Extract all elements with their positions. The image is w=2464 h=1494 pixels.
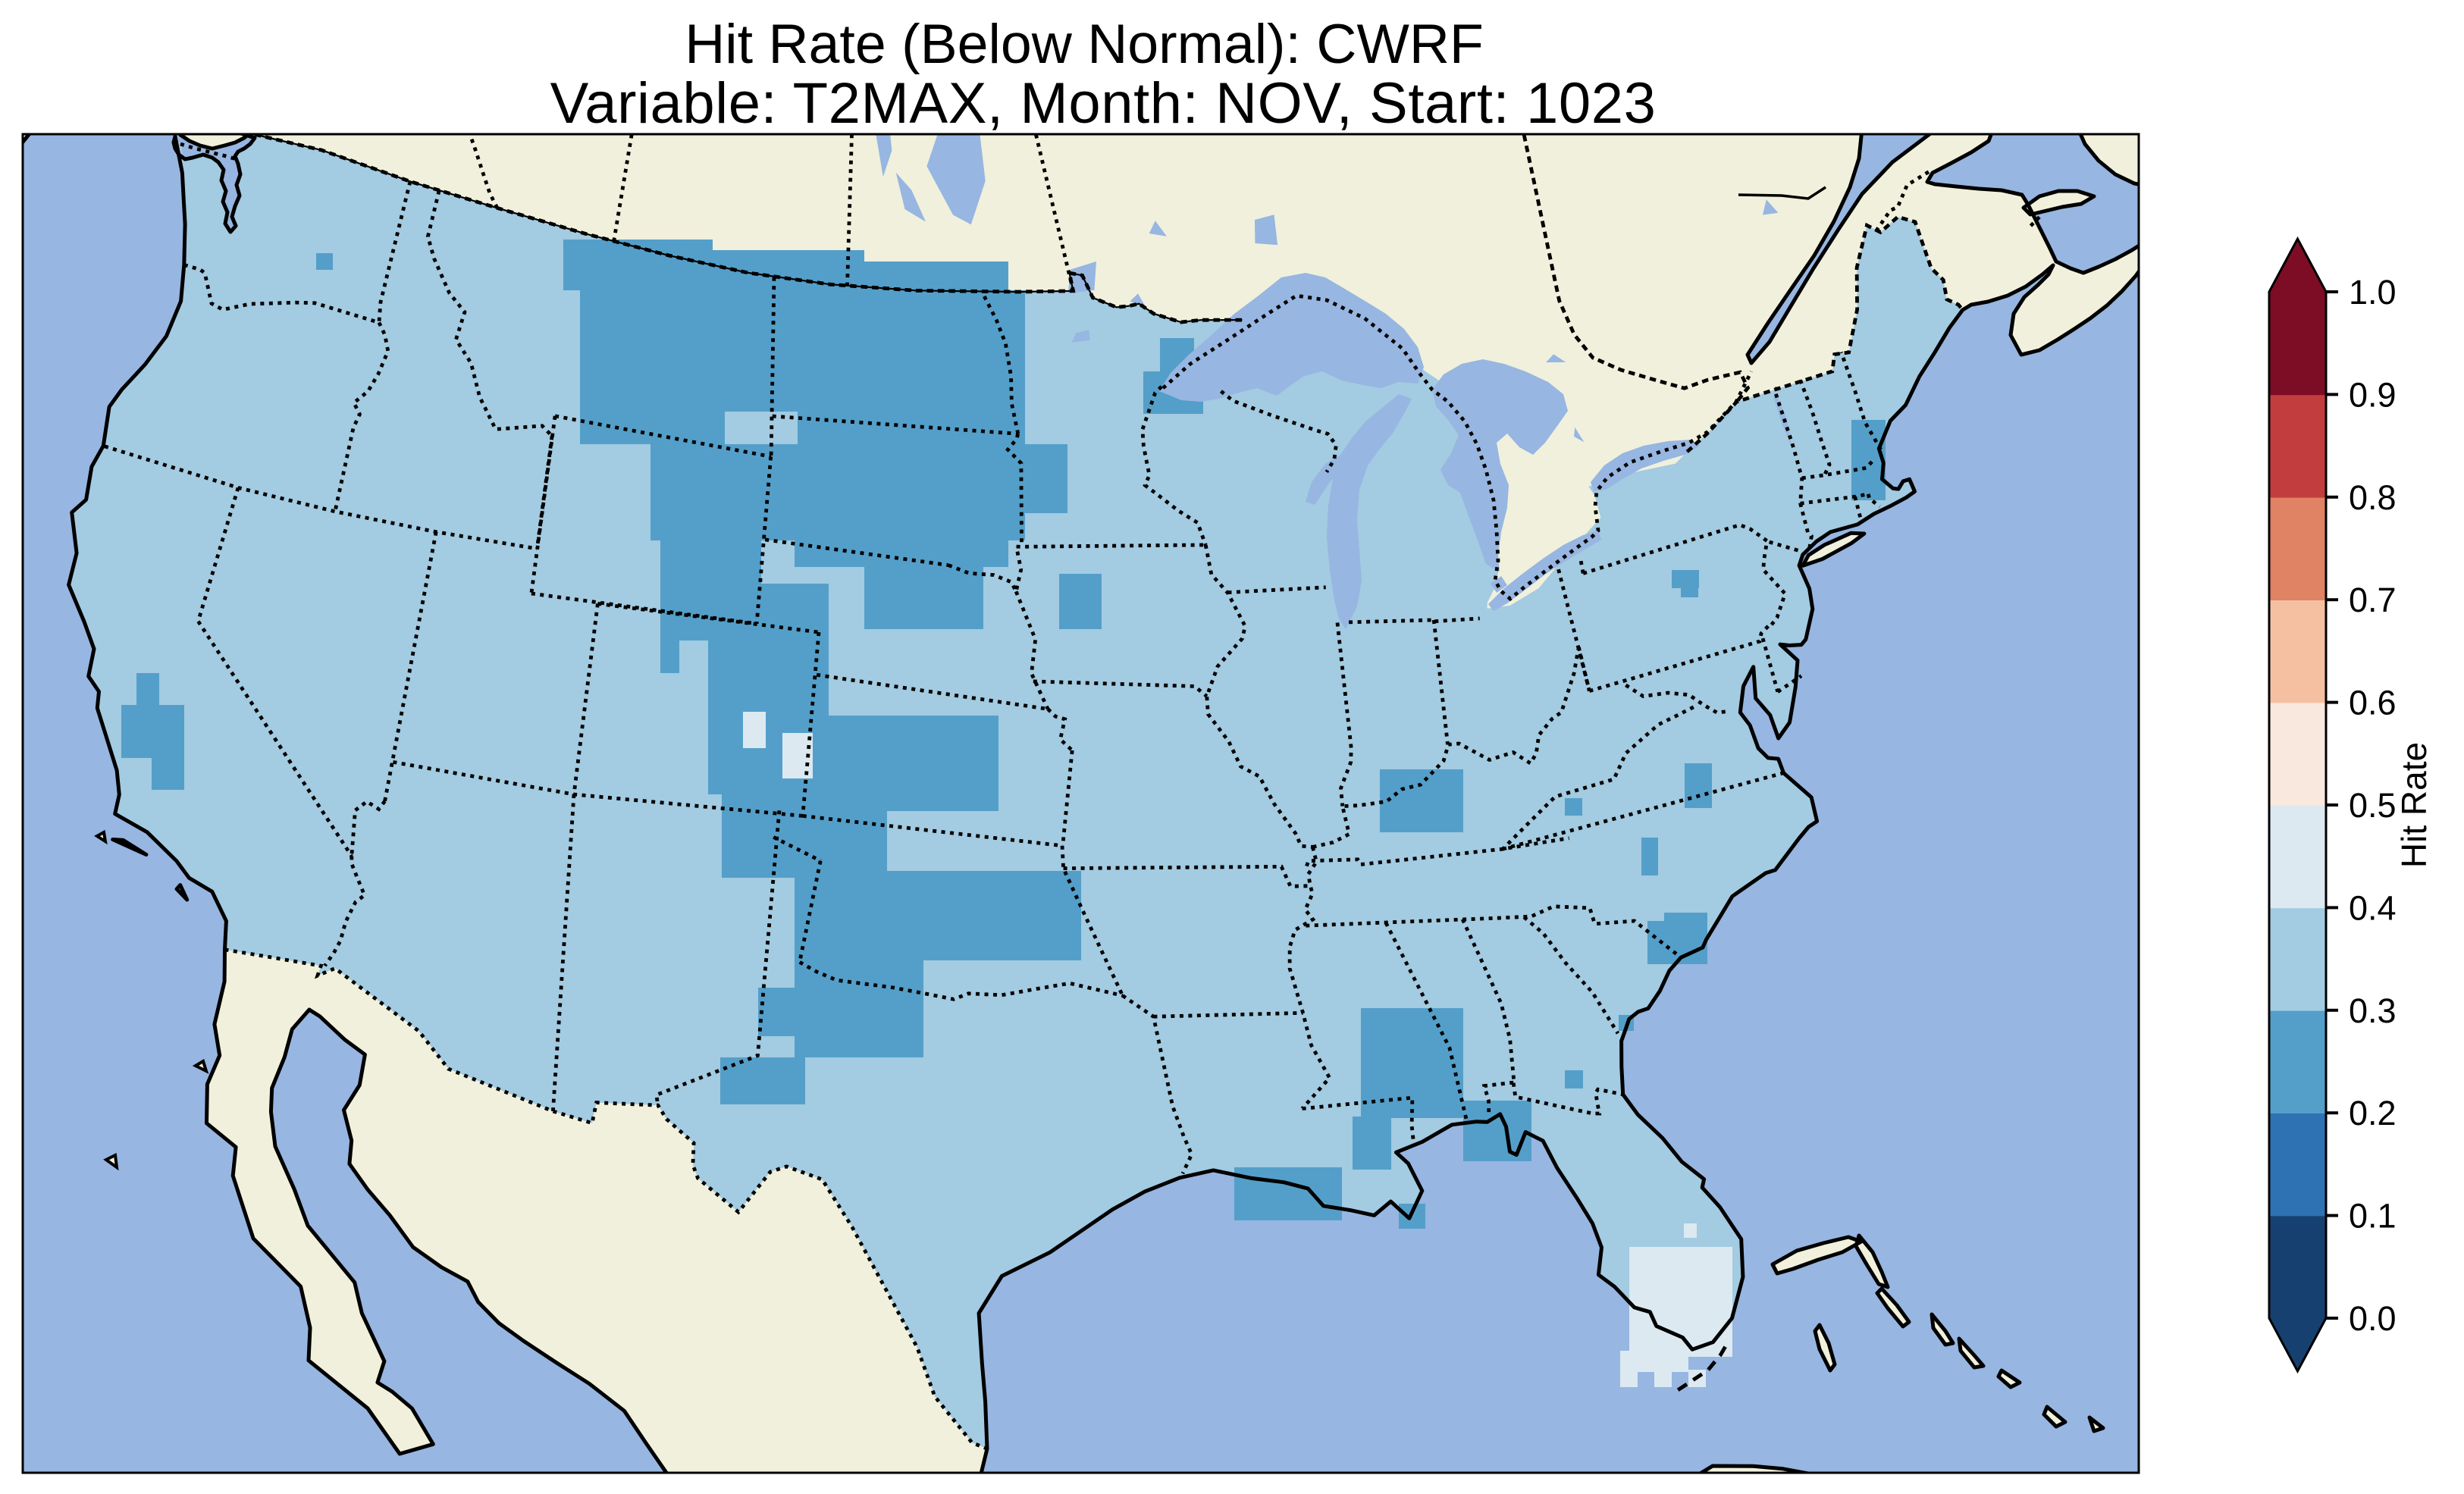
svg-text:0.2: 0.2 [2349, 1094, 2397, 1132]
svg-text:0.7: 0.7 [2349, 581, 2397, 619]
svg-text:0.0: 0.0 [2349, 1299, 2397, 1338]
svg-text:0.1: 0.1 [2349, 1197, 2397, 1236]
svg-text:Hit Rate (Below Normal): CWRF: Hit Rate (Below Normal): CWRF [685, 12, 1484, 75]
svg-text:0.3: 0.3 [2349, 991, 2397, 1030]
svg-text:Variable: T2MAX, Month: NOV, S: Variable: T2MAX, Month: NOV, Start: 1023 [550, 71, 1657, 136]
svg-text:1.0: 1.0 [2349, 273, 2397, 312]
svg-text:Hit Rate: Hit Rate [2394, 742, 2434, 868]
svg-text:0.8: 0.8 [2349, 478, 2397, 517]
svg-text:0.9: 0.9 [2349, 375, 2397, 414]
svg-text:0.4: 0.4 [2349, 888, 2397, 927]
svg-text:0.5: 0.5 [2349, 786, 2397, 825]
svg-text:0.6: 0.6 [2349, 684, 2397, 722]
